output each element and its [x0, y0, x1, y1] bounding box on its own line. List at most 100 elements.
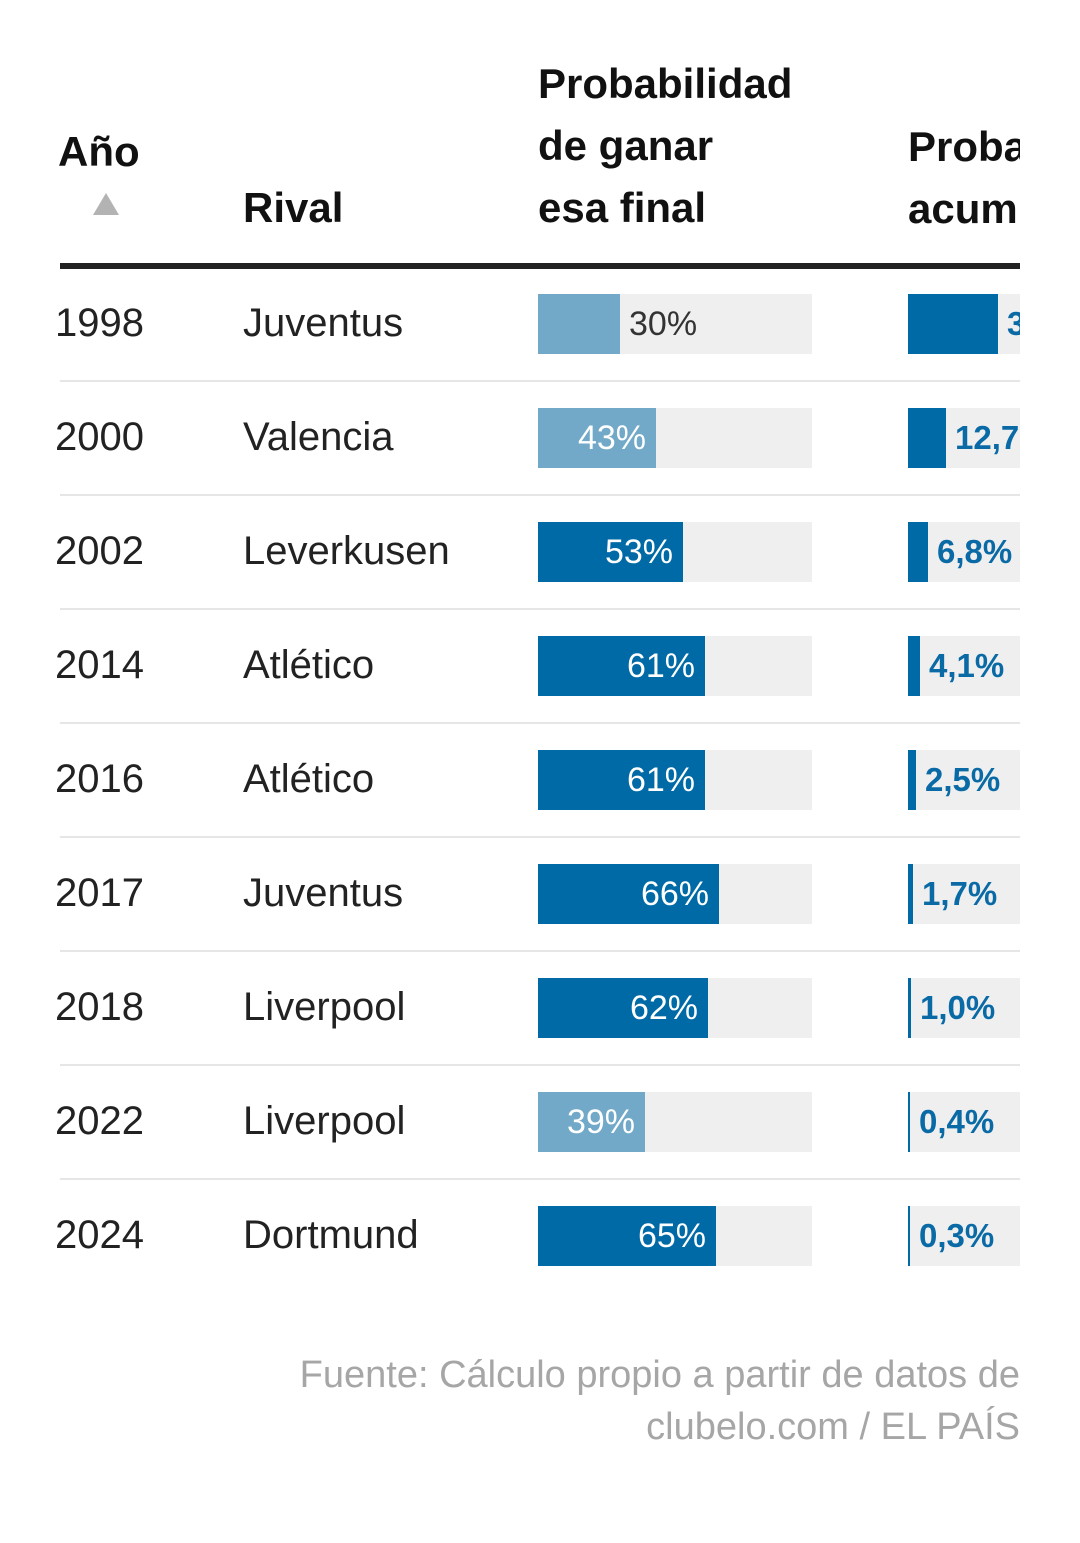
- row-divider: [60, 494, 1020, 496]
- probability-bar-track: 43%: [538, 408, 812, 468]
- year-cell: 2024: [55, 1213, 144, 1257]
- source-note: Fuente: Cálculo propio a partir de datos…: [120, 1349, 1020, 1453]
- table-row: 2002 Leverkusen 53% 6,8%: [0, 496, 1020, 610]
- year-cell: 2014: [55, 643, 144, 687]
- year-cell: 2017: [55, 871, 144, 915]
- year-cell: 2016: [55, 757, 144, 801]
- probability-bar: [538, 636, 705, 696]
- probability-bar: [538, 408, 656, 468]
- probability-label: 61%: [626, 761, 695, 799]
- rival-cell: Liverpool: [243, 985, 406, 1029]
- cumulative-bar: [908, 750, 916, 810]
- results-table: Año Rival Probabilidad de ganar esa fina…: [0, 53, 1020, 1294]
- rival-cell: Leverkusen: [243, 529, 450, 573]
- table-row: 2000 Valencia 43% 12,7%: [0, 382, 1020, 496]
- probability-bar-track: 65%: [538, 1206, 812, 1266]
- column-header-cumulative-line: Probabilidad: [908, 123, 1020, 170]
- row-divider: [60, 722, 1020, 724]
- cumulative-label: 12,7%: [955, 419, 1020, 456]
- cumulative-bar-track: 4,1%: [908, 636, 1020, 696]
- cumulative-bar: [908, 294, 998, 354]
- cumulative-bar: [908, 1092, 910, 1152]
- cumulative-bar-track: 1,0%: [908, 978, 1020, 1038]
- cumulative-bar-track: 12,7%: [908, 408, 1020, 468]
- probability-bar: [538, 864, 719, 924]
- cumulative-label: 6,8%: [937, 533, 1013, 570]
- table-row: 2018 Liverpool 62% 1,0%: [0, 952, 1020, 1066]
- cumulative-bar: [908, 864, 913, 924]
- year-cell: 2002: [55, 529, 144, 573]
- rival-cell: Juventus: [243, 871, 404, 915]
- table-row: 2024 Dortmund 65% 0,3%: [0, 1180, 1020, 1294]
- sort-ascending-icon[interactable]: [93, 193, 119, 215]
- column-header-probability-line: esa final: [538, 184, 707, 231]
- row-divider: [60, 1064, 1020, 1066]
- probability-bar: [538, 1092, 645, 1152]
- rival-cell: Valencia: [243, 415, 394, 459]
- probability-bar-track: 66%: [538, 864, 812, 924]
- probability-bar-track: 30%: [538, 294, 812, 354]
- row-divider: [60, 608, 1020, 610]
- probability-bar-track: 61%: [538, 750, 812, 810]
- probability-label: 43%: [577, 419, 646, 457]
- cumulative-label: 2,5%: [925, 761, 1001, 798]
- rival-cell: Atlético: [243, 643, 375, 687]
- year-cell: 1998: [55, 301, 144, 345]
- probability-bar-track: 61%: [538, 636, 812, 696]
- row-divider: [60, 380, 1020, 382]
- year-cell: 2022: [55, 1099, 144, 1143]
- year-cell: 2018: [55, 985, 144, 1029]
- column-header-probability-line: Probabilidad: [538, 60, 793, 107]
- probability-bar-track: 39%: [538, 1092, 812, 1152]
- probability-bar: [538, 750, 705, 810]
- column-header-cumulative[interactable]: Probabilidad acumulada: [908, 116, 1020, 240]
- cumulative-bar-track: 0,4%: [908, 1092, 1020, 1152]
- table-row: 2022 Liverpool 39% 0,4%: [0, 1066, 1020, 1180]
- probability-bar-track: 53%: [538, 522, 812, 582]
- column-header-year[interactable]: Año: [58, 128, 140, 175]
- cumulative-label: 1,7%: [922, 875, 998, 912]
- probability-bar-track: 62%: [538, 978, 812, 1038]
- cumulative-bar-track: 6,8%: [908, 522, 1020, 582]
- table-row: 2014 Atlético 61% 4,1%: [0, 610, 1020, 724]
- cumulative-bar: [908, 978, 911, 1038]
- cumulative-label: 0,4%: [919, 1103, 995, 1140]
- cumulative-label: 0,3%: [919, 1217, 995, 1254]
- column-header-rival[interactable]: Rival: [243, 184, 344, 231]
- cumulative-label: 30%: [1007, 305, 1020, 342]
- probability-label: 61%: [626, 647, 695, 685]
- cumulative-bar: [908, 408, 946, 468]
- cumulative-label: 1,0%: [920, 989, 996, 1026]
- probability-label: 62%: [629, 989, 698, 1027]
- cumulative-bar-track: 2,5%: [908, 750, 1020, 810]
- probability-bar: [538, 978, 708, 1038]
- source-line: clubelo.com / EL PAÍS: [646, 1406, 1020, 1448]
- row-divider: [60, 836, 1020, 838]
- probability-label: 30%: [629, 305, 698, 343]
- probability-label: 39%: [566, 1103, 635, 1141]
- probability-bar: [538, 1206, 716, 1266]
- header-divider: [60, 263, 1020, 269]
- rival-cell: Liverpool: [243, 1099, 406, 1143]
- probability-bar: [538, 522, 683, 582]
- column-header-probability-line: de ganar: [538, 122, 714, 169]
- table-row: 1998 Juventus 30% 30%: [0, 268, 1020, 382]
- table-row: 2017 Juventus 66% 1,7%: [0, 838, 1020, 952]
- cumulative-bar: [908, 1206, 910, 1266]
- column-header-cumulative-line: acumulada: [908, 185, 1020, 232]
- rival-cell: Dortmund: [243, 1213, 419, 1257]
- column-header-probability[interactable]: Probabilidad de ganar esa final: [538, 53, 838, 239]
- cumulative-bar: [908, 522, 928, 582]
- probability-label: 65%: [637, 1217, 706, 1255]
- source-line: Fuente: Cálculo propio a partir de datos…: [299, 1354, 1020, 1396]
- cumulative-bar-track: 0,3%: [908, 1206, 1020, 1266]
- cumulative-bar-track: 30%: [908, 294, 1020, 354]
- rival-cell: Juventus: [243, 301, 404, 345]
- rival-cell: Atlético: [243, 757, 375, 801]
- probability-label: 53%: [604, 533, 673, 571]
- probability-bar: [538, 294, 620, 354]
- cumulative-label: 4,1%: [929, 647, 1005, 684]
- cumulative-bar: [908, 636, 920, 696]
- row-divider: [60, 950, 1020, 952]
- table-row: 2016 Atlético 61% 2,5%: [0, 724, 1020, 838]
